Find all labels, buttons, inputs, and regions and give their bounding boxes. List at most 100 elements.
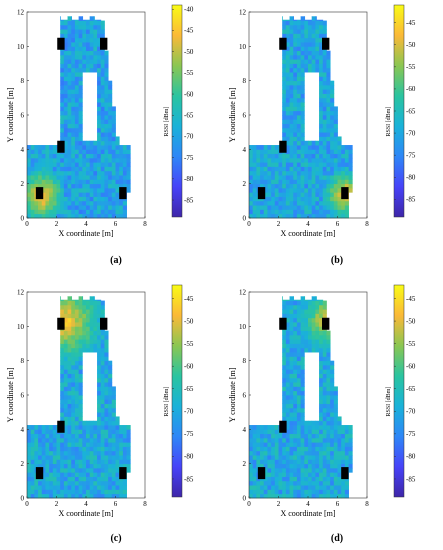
chart-panel-b: 0 2 4 6 8 0 2 4 6 8 10 12 X coordinate [m] Y coordina… — [222, 0, 443, 248]
colorbar-tick-label: -80 — [184, 453, 194, 461]
top-mask-3 — [94, 293, 102, 300]
y-tick-label: 6 — [243, 392, 247, 400]
colorbar-tick-label: -85 — [184, 475, 194, 483]
colorbar-tick-label: -45 — [406, 19, 416, 27]
chart-panel-d: 0 2 4 6 8 0 2 4 6 8 10 12 X coordinate [m] Y coordina… — [222, 280, 443, 528]
colorbar-tick-label: -80 — [406, 453, 416, 461]
top-mask-0 — [282, 293, 290, 300]
top-mask-0 — [60, 13, 68, 20]
top-mask-1 — [293, 293, 301, 300]
beacon-marker — [57, 37, 65, 50]
y-tick-label: 6 — [243, 112, 247, 120]
colorbar-tick-label: -65 — [184, 385, 194, 393]
colorbar-tick-label: -65 — [184, 112, 194, 120]
x-tick-label: 6 — [114, 500, 118, 508]
x-tick-label: 2 — [277, 220, 281, 228]
colorbar-tick-label: -55 — [406, 340, 416, 348]
y-tick-label: 12 — [239, 289, 247, 297]
beacon-marker — [119, 467, 127, 480]
colorbar-tick-label: -75 — [184, 154, 194, 162]
colorbar-tick-label: -75 — [406, 151, 416, 159]
y-tick-label: 6 — [21, 112, 25, 120]
x-axis-label: X coordinate [m] — [58, 229, 113, 238]
x-tick-label: 4 — [306, 220, 310, 228]
beacon-marker — [341, 467, 349, 480]
beacon-marker — [57, 420, 65, 433]
colorbar-tick-label: -50 — [406, 317, 416, 325]
y-tick-label: 8 — [21, 77, 25, 85]
y-axis-label: Y coordinate [m] — [228, 367, 237, 422]
colorbar-tick-label: -60 — [406, 362, 416, 370]
beacon-marker — [57, 317, 65, 330]
x-tick-label: 0 — [25, 220, 29, 228]
beacon-marker — [257, 467, 266, 480]
beacon-marker — [35, 187, 44, 200]
colorbar-tick-label: -45 — [184, 295, 194, 303]
y-tick-label: 8 — [243, 77, 247, 85]
panel-label-a: (a) — [110, 255, 122, 266]
beacon-marker — [279, 37, 287, 50]
x-tick-label: 8 — [365, 500, 369, 508]
beacon-marker — [257, 187, 266, 200]
y-tick-label: 4 — [21, 146, 25, 154]
colorbar-tick-label: -50 — [184, 48, 194, 56]
colorbar-label: RSSI [dBm] — [386, 107, 392, 137]
colorbar-tick-label: -70 — [184, 133, 194, 141]
beacon-marker — [100, 317, 108, 330]
y-axis-label: Y coordinate [m] — [6, 87, 15, 142]
y-tick-label: 10 — [239, 323, 247, 331]
colorbar — [393, 284, 405, 498]
x-tick-label: 4 — [84, 220, 88, 228]
x-tick-label: 6 — [336, 500, 340, 508]
beacon-marker — [341, 187, 349, 200]
x-axis-label: X coordinate [m] — [58, 509, 113, 518]
colorbar-tick-label: -65 — [406, 107, 416, 115]
beacon-marker — [57, 140, 65, 153]
colorbar-tick-label: -55 — [184, 69, 194, 77]
beacon-marker — [279, 140, 287, 153]
colorbar — [171, 284, 183, 498]
x-tick-label: 4 — [84, 500, 88, 508]
top-mask-2 — [83, 13, 90, 20]
x-axis-label: X coordinate [m] — [280, 229, 335, 238]
colorbar-tick-label: -60 — [184, 362, 194, 370]
x-tick-label: 4 — [306, 500, 310, 508]
colorbar-tick-label: -55 — [184, 340, 194, 348]
colorbar-tick-label: -60 — [184, 90, 194, 98]
colorbar-tick-label: -70 — [406, 408, 416, 416]
chart-panel-c: 0 2 4 6 8 0 2 4 6 8 10 12 X coordinate [m] Y coordina… — [0, 280, 221, 528]
y-tick-label: 2 — [243, 180, 247, 188]
x-tick-label: 0 — [25, 500, 29, 508]
colorbar-tick-label: -60 — [406, 85, 416, 93]
colorbar-tick-label: -80 — [184, 175, 194, 183]
y-tick-label: 8 — [243, 357, 247, 365]
beacon-marker — [322, 317, 330, 330]
top-mask-1 — [293, 13, 301, 20]
colorbar-tick-label: -80 — [406, 174, 416, 182]
y-tick-label: 10 — [17, 43, 25, 51]
y-tick-label: 4 — [21, 426, 25, 434]
x-tick-label: 2 — [55, 500, 59, 508]
heatmap-chart-c: 0 2 4 6 8 0 2 4 6 8 10 12 X coordinate [m] Y coordina… — [6, 284, 194, 518]
beacon-marker — [322, 37, 330, 50]
panel-label-d: (d) — [330, 533, 344, 544]
x-tick-label: 8 — [143, 220, 147, 228]
chart-panel-a: 0 2 4 6 8 0 2 4 6 8 10 12 X coordinate [m] Y coordina… — [0, 0, 221, 248]
x-tick-label: 2 — [55, 220, 59, 228]
top-mask-2 — [83, 293, 90, 300]
colorbar-tick-label: -75 — [406, 430, 416, 438]
colorbar-tick-label: -85 — [184, 196, 194, 204]
y-tick-label: 0 — [21, 215, 25, 223]
beacon-marker — [119, 187, 127, 200]
top-mask-2 — [305, 293, 312, 300]
beacon-marker — [279, 317, 287, 330]
y-tick-label: 2 — [21, 460, 25, 468]
x-tick-label: 6 — [114, 220, 118, 228]
beacon-marker — [100, 37, 108, 50]
colorbar-tick-label: -45 — [184, 27, 194, 35]
y-tick-label: 8 — [21, 357, 25, 365]
panel-label-b: (b) — [330, 255, 344, 266]
colorbar-tick-label: -85 — [406, 475, 416, 483]
x-tick-label: 6 — [336, 220, 340, 228]
heatmap-chart-d: 0 2 4 6 8 0 2 4 6 8 10 12 X coordinate [m] Y coordina… — [228, 284, 416, 518]
